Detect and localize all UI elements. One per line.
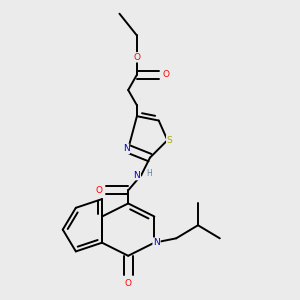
Text: S: S — [167, 136, 172, 145]
Text: N: N — [134, 171, 140, 180]
Text: O: O — [134, 53, 140, 62]
Text: O: O — [163, 70, 170, 79]
Text: N: N — [153, 238, 160, 247]
Text: O: O — [95, 186, 102, 195]
Text: H: H — [146, 169, 152, 178]
Text: O: O — [125, 278, 132, 287]
Text: N: N — [123, 144, 129, 153]
